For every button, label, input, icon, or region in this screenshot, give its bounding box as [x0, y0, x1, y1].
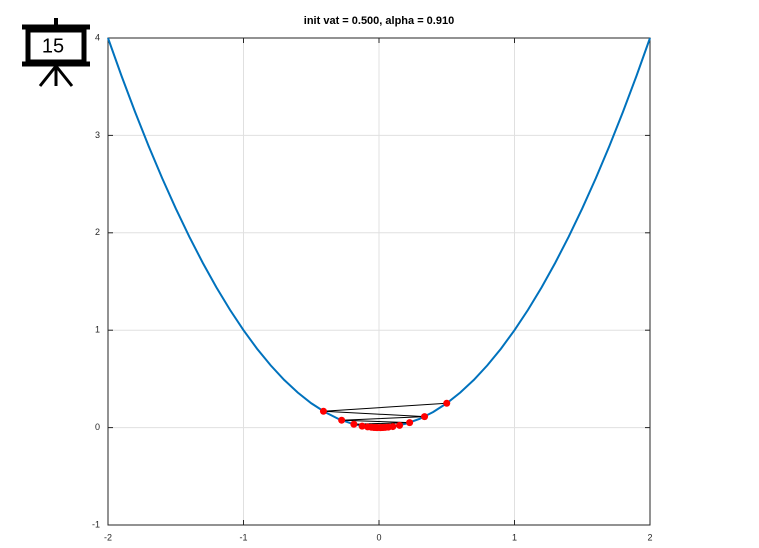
- x-tick-label: 2: [647, 532, 652, 542]
- y-tick-label: 3: [95, 130, 100, 140]
- y-tick-label: 4: [95, 32, 100, 42]
- icon-label: 15: [42, 35, 64, 57]
- point: [376, 424, 384, 432]
- point: [358, 422, 366, 430]
- x-tick-label: -2: [104, 532, 112, 542]
- point: [406, 419, 414, 427]
- point: [443, 399, 451, 407]
- y-tick-label: 2: [95, 227, 100, 237]
- point: [338, 416, 346, 424]
- x-tick-label: 1: [512, 532, 517, 542]
- point: [396, 421, 404, 429]
- x-tick-label: 0: [376, 532, 381, 542]
- presentation-icon: [22, 18, 90, 87]
- plot-frame: [107, 37, 651, 526]
- point: [319, 407, 327, 415]
- y-tick-label: -1: [92, 519, 100, 529]
- y-tick-label: 1: [95, 325, 100, 335]
- x-tick-label: -1: [239, 532, 247, 542]
- point: [421, 413, 429, 421]
- chart-title: init vat = 0.500, alpha = 0.910: [304, 15, 454, 27]
- point: [350, 420, 358, 428]
- y-tick-label: 0: [95, 422, 100, 432]
